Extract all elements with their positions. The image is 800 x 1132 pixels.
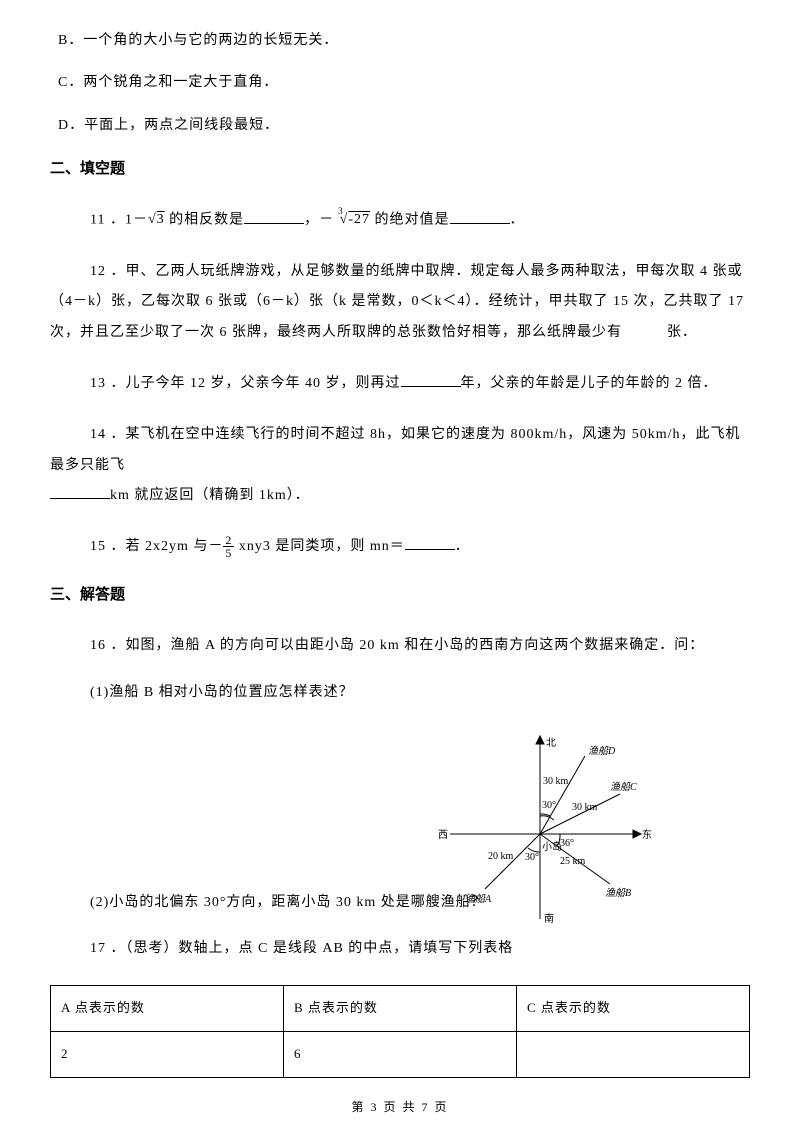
sqrt-3: √3 xyxy=(148,205,165,236)
diagram-area: 北 南 东 西 渔船D 渔船C 渔船B 渔船A 小岛 30 km 30 km 2… xyxy=(50,724,750,924)
section-3-header: 三、解答题 xyxy=(50,583,750,607)
question-16: 16 ．如图，渔船 A 的方向可以由距小岛 20 km 和在小岛的西南方向这两个… xyxy=(90,631,750,662)
q14-line2: km 就应返回（精确到 1km）． xyxy=(50,481,750,512)
label-25km: 25 km xyxy=(560,856,586,867)
label-20km: 20 km xyxy=(488,851,514,862)
q11-mid1: 的相反数是 xyxy=(165,213,245,228)
q15-prefix: 15 ．若 2x2ym 与－ xyxy=(90,539,223,554)
blank-14 xyxy=(50,483,110,499)
question-12: 12 ．甲、乙两人玩纸牌游戏，从足够数量的纸牌中取牌．规定每人最多两种取法，甲每… xyxy=(50,257,750,349)
label-angle-30-2: 30° xyxy=(525,852,539,863)
label-30km-1: 30 km xyxy=(543,776,569,787)
label-island: 小岛 xyxy=(542,840,562,853)
table-cell-b: 6 xyxy=(284,1031,517,1077)
option-b: B．一个角的大小与它的两边的长短无关． xyxy=(58,30,750,52)
blank-11-2 xyxy=(450,208,510,224)
label-30km-2: 30 km xyxy=(572,802,598,813)
question-11: 11 ．1－√3 的相反数是 ，－3√-27 的绝对值是 ． xyxy=(90,205,750,236)
q14-line2-suffix: km 就应返回（精确到 1km）． xyxy=(110,488,310,503)
cuberoot-neg27: 3√-27 xyxy=(334,205,370,236)
question-16-sub1: (1)渔船 B 相对小岛的位置应怎样表述？ xyxy=(90,682,750,704)
label-boat-c: 渔船C xyxy=(610,781,637,793)
q14-line1: 14 ．某飞机在空中连续飞行的时间不超过 8h，如果它的速度为 800km/h，… xyxy=(50,420,750,482)
table-row: 2 6 xyxy=(51,1031,750,1077)
frac-den: 5 xyxy=(223,547,234,559)
q15-suffix: ． xyxy=(455,539,470,554)
page-footer: 第 3 页 共 7 页 xyxy=(0,1098,800,1117)
option-c: C．两个锐角之和一定大于直角． xyxy=(58,72,750,94)
table-header-a: A 点表示的数 xyxy=(51,985,284,1031)
option-d: D．平面上，两点之间线段最短． xyxy=(58,115,750,137)
label-west: 西 xyxy=(438,830,448,841)
table-cell-a: 2 xyxy=(51,1031,284,1077)
q13-prefix: 13 ．儿子今年 12 岁，父亲今年 40 岁，则再过 xyxy=(90,376,401,391)
table-header-c: C 点表示的数 xyxy=(517,985,750,1031)
fraction-2-5: 25 xyxy=(223,534,234,559)
label-south: 南 xyxy=(544,912,554,924)
question-13: 13 ．儿子今年 12 岁，父亲今年 40 岁，则再过 年，父亲的年龄是儿子的年龄… xyxy=(90,369,750,400)
table-header-b: B 点表示的数 xyxy=(284,985,517,1031)
q13-suffix: 年，父亲的年龄是儿子的年龄的 2 倍． xyxy=(461,376,718,391)
table-cell-c xyxy=(517,1031,750,1077)
q11-mid2: ，－ xyxy=(304,213,334,228)
data-table: A 点表示的数 B 点表示的数 C 点表示的数 2 6 xyxy=(50,985,750,1078)
q11-mid3: 的绝对值是 xyxy=(370,213,450,228)
table-header-row: A 点表示的数 B 点表示的数 C 点表示的数 xyxy=(51,985,750,1031)
question-14: 14 ．某飞机在空中连续飞行的时间不超过 8h，如果它的速度为 800km/h，… xyxy=(50,420,750,512)
q11-suffix: ． xyxy=(510,213,525,228)
label-boat-d: 渔船D xyxy=(588,745,616,757)
cuberoot-val: -27 xyxy=(348,212,370,227)
label-boat-b: 渔船B xyxy=(605,887,631,899)
blank-11-1 xyxy=(244,208,304,224)
label-angle-36: 36° xyxy=(560,838,574,849)
section-2-header: 二、填空题 xyxy=(50,157,750,181)
sqrt-3-val: 3 xyxy=(157,212,165,227)
question-15: 15 ．若 2x2ym 与－25 xny3 是同类项，则 mn＝ ． xyxy=(90,532,750,563)
q11-prefix: 11 ．1－ xyxy=(90,213,148,228)
question-16-sub2: (2)小岛的北偏东 30°方向，距离小岛 30 km 处是哪艘渔船？ xyxy=(90,892,486,914)
label-angle-30-1: 30° xyxy=(542,800,556,811)
blank-15 xyxy=(405,534,455,550)
q15-mid: xny3 是同类项，则 mn＝ xyxy=(234,539,404,554)
question-17: 17 ．（思考）数轴上，点 C 是线段 AB 的中点，请填写下列表格 xyxy=(90,934,750,965)
blank-13 xyxy=(401,371,461,387)
label-north: 北 xyxy=(546,737,556,749)
label-east: 东 xyxy=(642,828,652,841)
